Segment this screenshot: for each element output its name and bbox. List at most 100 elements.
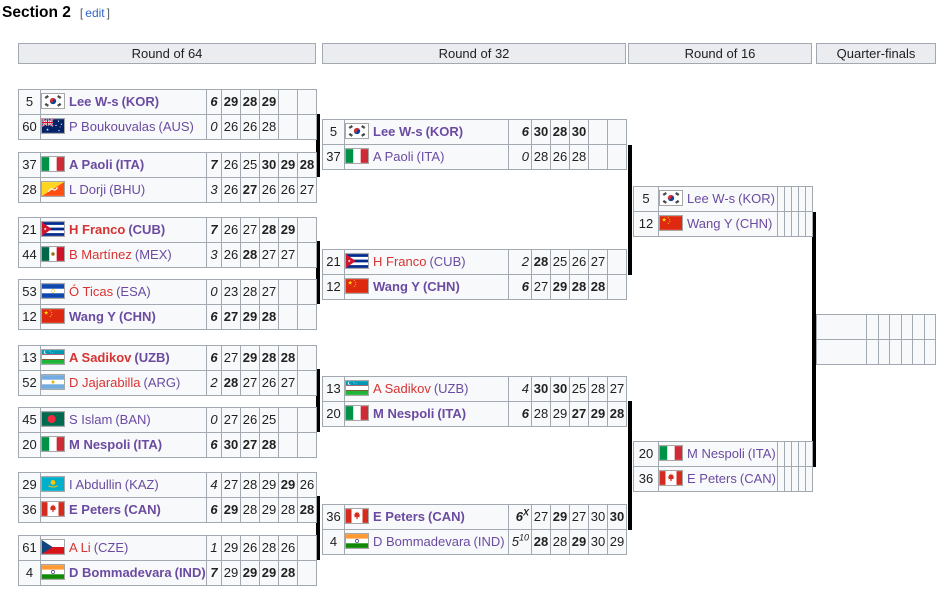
bracket-connector-line xyxy=(628,145,632,275)
player-name-link[interactable]: D Bommadevara xyxy=(69,565,172,580)
player-name-link[interactable]: A Sadikov xyxy=(373,381,431,396)
player-country-code: (ITA) xyxy=(747,446,776,461)
set-points-total-cell: 6 xyxy=(206,304,222,330)
flag-cub-icon xyxy=(41,221,65,237)
seed-cell: 44 xyxy=(18,242,41,268)
match-row: 21 H Franco (CUB) 7 26 27 28 29 xyxy=(18,217,317,243)
player-country-code: (ITA) xyxy=(437,406,467,421)
player-cell: I Abdullin (KAZ) xyxy=(40,472,207,498)
set-score-cell: 28 xyxy=(531,529,551,555)
player-name-link[interactable]: P Boukouvalas xyxy=(69,119,156,134)
player-cell: M Nespoli (ITA) xyxy=(40,432,207,458)
seed-cell: 12 xyxy=(322,274,345,300)
player-name-link[interactable]: A Li xyxy=(69,540,91,555)
set-points-total: 6 xyxy=(521,279,529,294)
set-score-cell: 27 xyxy=(607,376,627,402)
player-name-link[interactable]: M Nespoli xyxy=(687,446,745,461)
player-cell: S Islam (BAN) xyxy=(40,407,207,433)
set-score-cell: 26 xyxy=(221,242,241,268)
match-row: 5 Lee W-s (KOR) 6 30 28 30 xyxy=(322,119,627,145)
seed-cell: 12 xyxy=(18,304,41,330)
player-name-link[interactable]: E Peters xyxy=(373,509,426,524)
player-name-link[interactable]: D Bommadevara xyxy=(373,534,471,549)
seed-cell: 21 xyxy=(322,249,345,275)
set-points-total-cell: 7 xyxy=(206,152,222,178)
match-row: 12 Wang Y (CHN) 6 27 29 28 28 xyxy=(322,274,627,300)
edit-link[interactable]: edit xyxy=(85,6,105,20)
set-points-total-cell: 4 xyxy=(206,472,222,498)
player-country-code: (MEX) xyxy=(134,247,172,262)
flag-kor-icon xyxy=(345,123,369,139)
player-country-code: (ITA) xyxy=(133,437,163,452)
set-score-cell: 30 xyxy=(531,119,551,145)
seed-cell: 61 xyxy=(18,535,41,561)
player-cell: E Peters (CAN) xyxy=(40,497,207,523)
player-name-link[interactable]: Lee W-s xyxy=(687,191,736,206)
player-name-link[interactable]: H Franco xyxy=(373,254,427,269)
player-name-link[interactable]: D Jajarabilla xyxy=(69,375,141,390)
set-score-cell: 28 xyxy=(569,274,589,300)
player-country-code: (KOR) xyxy=(738,191,776,206)
set-score-cell: 27 xyxy=(240,370,260,396)
player-name-link[interactable]: M Nespoli xyxy=(373,406,435,421)
player-name-link[interactable]: A Paoli xyxy=(373,149,414,164)
bracket-connector-line xyxy=(316,241,320,304)
set-points-total-cell: 0 xyxy=(206,279,222,305)
flag-kor-icon xyxy=(659,190,683,206)
score-slot-empty xyxy=(912,339,925,365)
player-name-link[interactable]: M Nespoli xyxy=(69,437,131,452)
flag-mex-icon xyxy=(41,246,65,262)
player-name-link[interactable]: L Dorji xyxy=(69,182,107,197)
seed-cell: 36 xyxy=(322,504,345,530)
player-country-code: (KAZ) xyxy=(124,477,159,492)
set-score-cell: 29 xyxy=(221,535,241,561)
player-cell: L Dorji (BHU) xyxy=(40,177,207,203)
player-name-link[interactable]: Ó Ticas xyxy=(69,284,114,299)
bracket-connector-line xyxy=(316,114,320,177)
set-score-cell: 28 xyxy=(531,249,551,275)
player-name-link[interactable]: Wang Y xyxy=(69,309,116,324)
player-name-link[interactable]: S Islam xyxy=(69,412,113,427)
score-slot-empty xyxy=(924,314,936,340)
player-name-link[interactable]: Wang Y xyxy=(373,279,420,294)
player-country-code: (CZE) xyxy=(93,540,129,555)
set-score-empty xyxy=(278,407,298,433)
score-slot-empty xyxy=(784,211,792,237)
set-points-total: 6 xyxy=(210,94,218,109)
player-name-link[interactable]: I Abdullin xyxy=(69,477,122,492)
seed-cell: 52 xyxy=(18,370,41,396)
set-score-cell: 26 xyxy=(259,370,279,396)
bracket-connector-line xyxy=(316,369,320,432)
player-cell: D Jajarabilla (ARG) xyxy=(40,370,207,396)
flag-ita-icon xyxy=(41,436,65,452)
set-score-cell: 26 xyxy=(297,472,317,498)
shoot-off-score: X xyxy=(522,507,529,518)
player-name-link[interactable]: A Sadikov xyxy=(69,350,132,365)
flag-uzb-icon xyxy=(345,380,369,396)
set-score-cell: 28 xyxy=(588,376,608,402)
player-name-link[interactable]: E Peters xyxy=(69,502,122,517)
set-score-empty xyxy=(297,407,317,433)
set-score-cell: 29 xyxy=(550,504,570,530)
set-score-empty xyxy=(297,535,317,561)
player-name-link[interactable]: Lee W-s xyxy=(69,94,119,109)
match-row xyxy=(816,314,936,340)
player-name-link[interactable]: H Franco xyxy=(69,222,126,237)
set-score-cell: 27 xyxy=(278,370,298,396)
player-name-link[interactable]: B Martínez xyxy=(69,247,132,262)
set-score-empty xyxy=(297,89,317,115)
player-country-code: (CAN) xyxy=(739,471,776,486)
player-name-link[interactable]: Lee W-s xyxy=(373,124,423,139)
score-slot-empty xyxy=(791,186,799,212)
round-header-quarter-finals: Quarter-finals xyxy=(816,43,936,64)
set-score-cell: 30 xyxy=(569,119,589,145)
match-row: 12 Wang Y (CHN) xyxy=(633,211,813,237)
player-name-link[interactable]: E Peters xyxy=(687,471,737,486)
player-name-link[interactable]: Wang Y xyxy=(687,216,733,231)
player-name-link[interactable]: A Paoli xyxy=(69,157,113,172)
match-row: 45 S Islam (BAN) 0 27 26 25 xyxy=(18,407,317,433)
player-country-code: (ARG) xyxy=(143,375,181,390)
score-slot-empty xyxy=(777,211,785,237)
set-score-cell: 27 xyxy=(569,401,589,427)
set-score-empty xyxy=(278,432,298,458)
